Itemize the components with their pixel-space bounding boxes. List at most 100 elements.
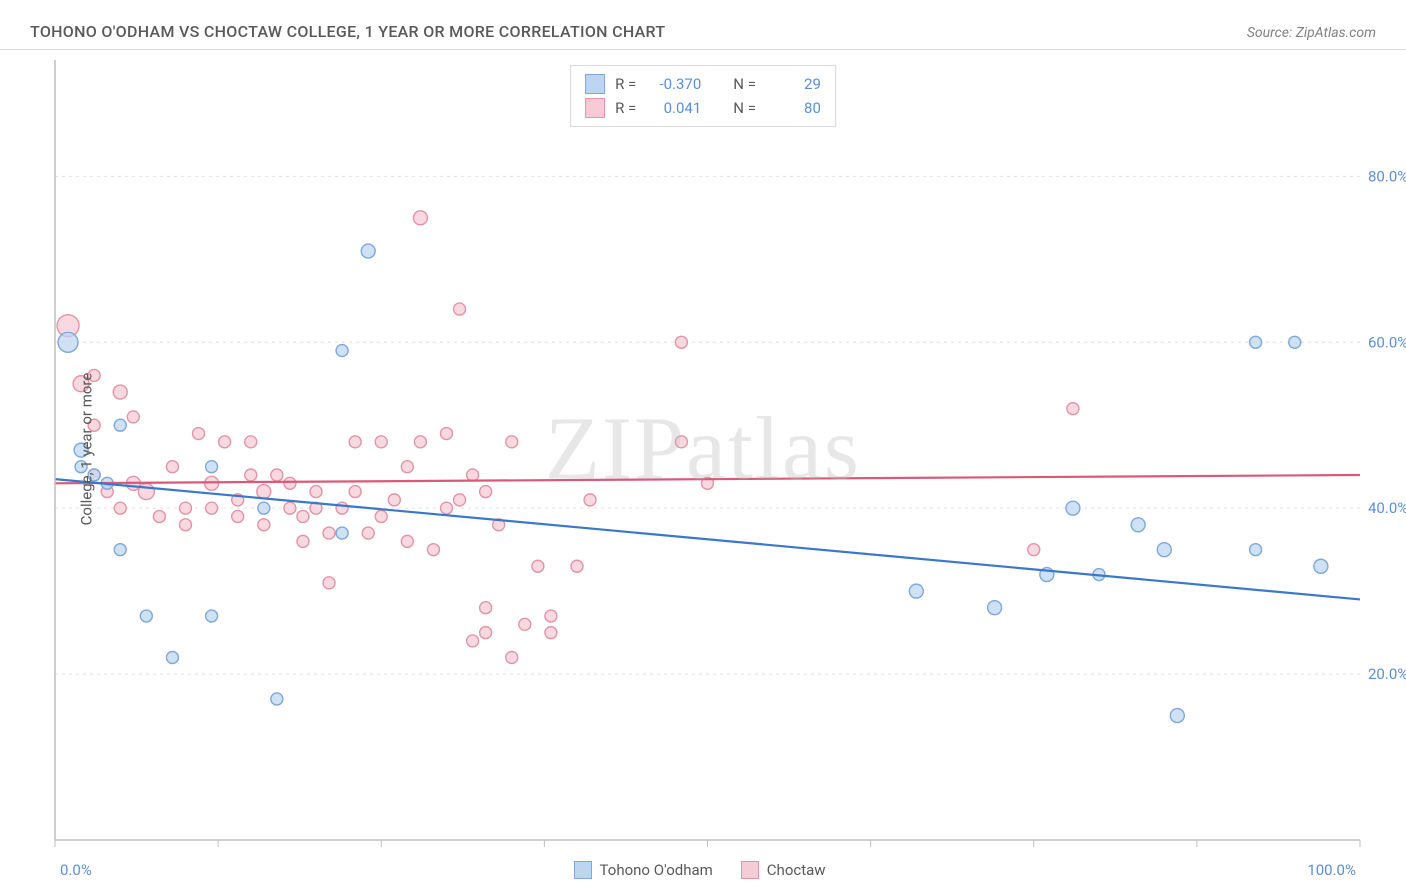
r-value-choctaw: 0.041 <box>646 96 701 120</box>
choctaw-point <box>467 469 479 481</box>
choctaw-point <box>114 502 126 514</box>
trend-line-tohono <box>55 479 1360 599</box>
r-label: R = <box>615 72 636 96</box>
scatter-chart-svg: 20.0% 40.0% 60.0% 80.0% <box>0 50 1406 847</box>
choctaw-point <box>113 385 127 399</box>
y-axis-label: College, 1 year or more <box>77 372 95 525</box>
n-label: N = <box>733 96 756 120</box>
choctaw-point <box>414 436 426 448</box>
n-value-tohono: 29 <box>766 72 821 96</box>
choctaw-point <box>245 469 257 481</box>
legend-label-choctaw: Choctaw <box>767 861 826 879</box>
legend-swatch-tohono-footer <box>574 861 592 879</box>
choctaw-point <box>232 510 244 522</box>
choctaw-point <box>454 303 466 315</box>
choctaw-point <box>584 494 596 506</box>
choctaw-point <box>480 602 492 614</box>
tohono-point <box>206 461 218 473</box>
tohono-point <box>336 527 348 539</box>
choctaw-point <box>297 535 309 547</box>
tohono-point <box>909 584 923 598</box>
chart-footer: 0.0% Tohono O'odham Choctaw 100.0% <box>0 847 1406 892</box>
tohono-point <box>1314 559 1328 573</box>
tohono-point <box>1250 336 1262 348</box>
x-axis-min-label: 0.0% <box>60 861 92 879</box>
choctaw-point <box>375 510 387 522</box>
source-attribution: Source: ZipAtlas.com <box>1247 25 1376 41</box>
choctaw-point <box>401 461 413 473</box>
series-legend: Tohono O'odham Choctaw <box>574 861 826 879</box>
choctaw-point <box>467 635 479 647</box>
chart-area: College, 1 year or more ZIPatlas 20.0%40… <box>0 50 1406 847</box>
choctaw-point <box>323 577 335 589</box>
choctaw-point <box>441 428 453 440</box>
y-tick-label: 20.0% <box>1368 665 1406 683</box>
choctaw-point <box>675 336 687 348</box>
stats-row-tohono: R = -0.370 N = 29 <box>585 72 821 96</box>
y-tick-label: 80.0% <box>1368 167 1406 185</box>
tohono-point <box>1170 709 1184 723</box>
tohono-point <box>140 610 152 622</box>
tohono-point <box>271 693 283 705</box>
n-value-choctaw: 80 <box>766 96 821 120</box>
choctaw-point <box>441 502 453 514</box>
tohono-point <box>258 502 270 514</box>
choctaw-point <box>245 436 257 448</box>
y-tick-label: 40.0% <box>1368 499 1406 517</box>
choctaw-point <box>375 436 387 448</box>
choctaw-point <box>1067 403 1079 415</box>
chart-header: TOHONO O'ODHAM VS CHOCTAW COLLEGE, 1 YEA… <box>0 0 1406 50</box>
legend-item-choctaw: Choctaw <box>741 861 826 879</box>
tohono-point <box>988 601 1002 615</box>
stats-row-choctaw: R = 0.041 N = 80 <box>585 96 821 120</box>
choctaw-point <box>532 560 544 572</box>
tohono-point <box>58 332 78 352</box>
tohono-point <box>114 544 126 556</box>
choctaw-point <box>180 502 192 514</box>
r-label: R = <box>615 96 636 120</box>
tohono-point <box>336 345 348 357</box>
choctaw-point <box>506 436 518 448</box>
choctaw-point <box>388 494 400 506</box>
tohono-point <box>1250 544 1262 556</box>
choctaw-point <box>297 510 309 522</box>
choctaw-point <box>180 519 192 531</box>
choctaw-point <box>480 627 492 639</box>
choctaw-point <box>675 436 687 448</box>
choctaw-point <box>427 544 439 556</box>
choctaw-point <box>166 461 178 473</box>
choctaw-point <box>519 618 531 630</box>
choctaw-point <box>480 486 492 498</box>
r-value-tohono: -0.370 <box>646 72 701 96</box>
legend-swatch-choctaw <box>585 98 605 118</box>
chart-title: TOHONO O'ODHAM VS CHOCTAW COLLEGE, 1 YEA… <box>30 22 665 41</box>
choctaw-point <box>506 652 518 664</box>
choctaw-point <box>349 436 361 448</box>
choctaw-point <box>284 502 296 514</box>
legend-swatch-choctaw-footer <box>741 861 759 879</box>
legend-swatch-tohono <box>585 74 605 94</box>
x-axis-max-label: 100.0% <box>1307 861 1356 879</box>
tohono-point <box>1289 336 1301 348</box>
choctaw-point <box>1028 544 1040 556</box>
n-label: N = <box>733 72 756 96</box>
tohono-point <box>206 610 218 622</box>
choctaw-point <box>257 485 271 499</box>
tohono-point <box>1131 518 1145 532</box>
choctaw-point <box>258 519 270 531</box>
choctaw-point <box>284 477 296 489</box>
choctaw-point <box>336 502 348 514</box>
choctaw-point <box>153 510 165 522</box>
choctaw-point <box>127 411 139 423</box>
choctaw-point <box>545 610 557 622</box>
tohono-point <box>166 652 178 664</box>
choctaw-point <box>545 627 557 639</box>
y-tick-label: 60.0% <box>1368 333 1406 351</box>
choctaw-point <box>310 486 322 498</box>
tohono-point <box>1157 543 1171 557</box>
tohono-point <box>1066 501 1080 515</box>
choctaw-point <box>193 428 205 440</box>
choctaw-point <box>206 502 218 514</box>
tohono-point <box>361 244 375 258</box>
choctaw-point <box>323 527 335 539</box>
